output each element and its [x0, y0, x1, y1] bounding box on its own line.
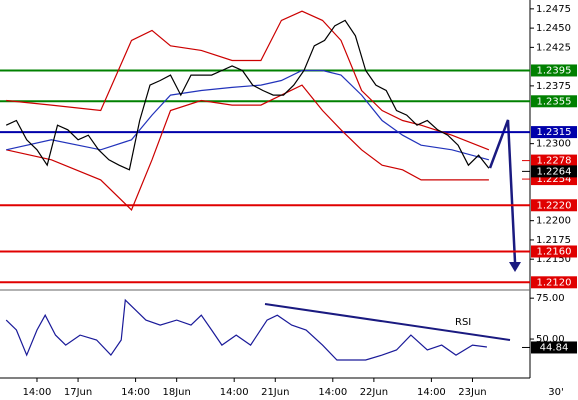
marker-label: 1.2278	[537, 156, 572, 167]
level-label: 1.2220	[537, 200, 572, 211]
y-tick-label: 1.2175	[536, 235, 571, 246]
price-line	[5, 298, 487, 361]
forecast-arrow-head	[509, 262, 521, 272]
forecast-arrow	[488, 119, 517, 263]
overlay-line	[6, 69, 490, 161]
level-label-bg	[531, 95, 577, 108]
overlay-line	[6, 10, 490, 151]
marker-label: 44.84	[540, 342, 569, 353]
marker-label: 1.2254	[537, 174, 572, 185]
level-label-bg	[531, 64, 577, 77]
rsi-annotation: RSI	[455, 317, 471, 328]
marker-label-bg	[531, 165, 577, 178]
y-tick-label: 1.2200	[536, 216, 571, 227]
level-label-bg	[531, 245, 577, 258]
x-tick-label: 22Jun	[360, 387, 388, 398]
x-tick-label: 14:00	[220, 387, 249, 398]
y-tick-label: 75.00	[536, 293, 565, 304]
level-label: 1.2395	[537, 65, 572, 76]
price-line	[5, 19, 490, 171]
marker-label-bg	[531, 154, 577, 167]
x-tick-label: 14:00	[121, 387, 150, 398]
level-label: 1.2355	[537, 96, 572, 107]
marker-label: 1.2264	[537, 166, 572, 177]
y-tick-label: 1.2150	[536, 254, 571, 265]
x-tick-label: 14:00	[318, 387, 347, 398]
y-tick-label: 1.2450	[536, 23, 571, 34]
x-tick-label: 14:00	[23, 387, 52, 398]
level-label: 1.2315	[537, 127, 572, 138]
level-label: 1.2160	[537, 246, 572, 257]
level-label: 1.2120	[537, 277, 572, 288]
y-tick-label: 1.2300	[536, 139, 571, 150]
marker-label-bg	[531, 341, 577, 354]
x-tick-label: 18Jun	[162, 387, 190, 398]
x-tick-label: 14:00	[417, 387, 446, 398]
level-label-bg	[531, 199, 577, 212]
level-label-bg	[531, 276, 577, 289]
timeframe: 30'	[548, 387, 563, 398]
rsi-trendline	[264, 303, 511, 341]
x-tick-label: 17Jun	[64, 387, 92, 398]
y-tick-label: 1.2375	[536, 81, 571, 92]
y-tick-label: 1.2475	[536, 4, 571, 15]
x-tick-label: 23Jun	[458, 387, 486, 398]
y-tick-label: 1.2425	[536, 42, 571, 53]
x-tick-label: 21Jun	[261, 387, 289, 398]
y-tick-label: 50.00	[536, 334, 565, 345]
level-label-bg	[531, 126, 577, 139]
